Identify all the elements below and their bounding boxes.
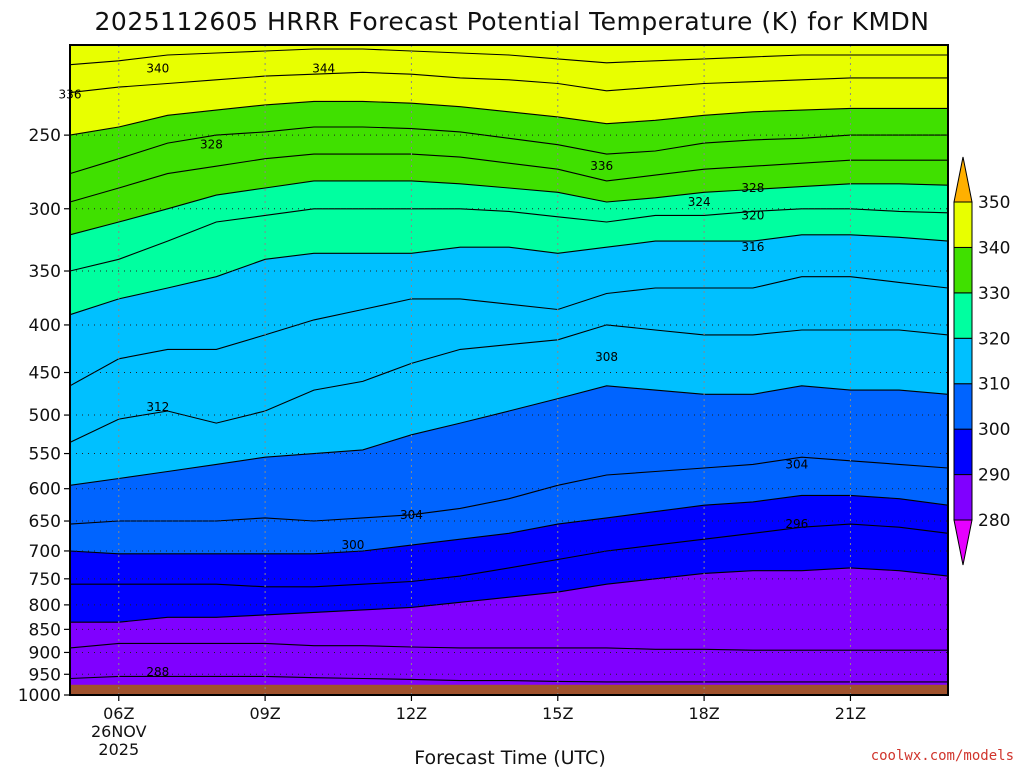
isentrope-lines — [69, 48, 949, 683]
isentrope-316 — [69, 276, 949, 387]
site-credit[interactable]: coolwx.com/models — [871, 748, 1014, 764]
plot-frame — [69, 44, 949, 696]
colorbar-tick-340: 340 — [978, 238, 1010, 258]
x-date-line-1: 2025 — [98, 740, 139, 759]
isentrope-282 — [69, 675, 948, 683]
colorbar-segment-280 — [953, 474, 973, 521]
x-tick-label-06Z: 06Z — [103, 704, 134, 723]
contour-label-7: 320 — [741, 208, 764, 222]
colorbar-segment-310 — [953, 337, 973, 385]
y-tick-label-800: 800 — [29, 596, 61, 616]
contour-labels: 340 3443363283363283243203163083123043042… — [59, 62, 809, 680]
isentrope-320 — [69, 234, 949, 316]
isentrope-348 — [69, 48, 948, 66]
contour-label-11: 304 — [785, 457, 808, 471]
x-tick-label-21Z: 21Z — [835, 704, 866, 723]
y-tick-label-250: 250 — [29, 126, 61, 146]
y-tick-label-450: 450 — [29, 364, 61, 384]
isentrope-295 — [70, 523, 949, 588]
contour-label-13: 296 — [785, 517, 808, 531]
isentrope-304 — [69, 456, 949, 525]
colorbar-segment-300 — [953, 383, 973, 430]
isentrope-344 — [69, 71, 948, 94]
y-tick-label-900: 900 — [29, 643, 61, 663]
colorbar-tick-300: 300 — [978, 420, 1010, 440]
y-tick-label-500: 500 — [29, 406, 61, 426]
colorbar-tick-290: 290 — [978, 466, 1010, 486]
y-tick-label-400: 400 — [29, 316, 61, 336]
x-tick-label-15Z: 15Z — [542, 704, 573, 723]
colorbar-segment-290 — [953, 428, 973, 476]
y-tick-label-750: 750 — [29, 570, 61, 590]
chart-title: 2025112605 HRRR Forecast Potential Tempe… — [95, 7, 930, 36]
colorbar-tick-320: 320 — [978, 329, 1010, 349]
isentrope-312 — [69, 324, 949, 443]
isentrope-328 — [69, 180, 949, 236]
y-tick-label-1000: 1000 — [18, 686, 61, 706]
contour-label-6: 324 — [688, 195, 711, 209]
y-tick-label-850: 850 — [29, 620, 61, 640]
contour-label-3: 328 — [200, 138, 223, 152]
colorbar-tick-310: 310 — [978, 375, 1010, 395]
y-tick-label-350: 350 — [29, 262, 61, 282]
contour-label-9: 308 — [595, 350, 618, 364]
contour-label-1: 344 — [312, 62, 335, 76]
isentrope-332 — [69, 153, 948, 203]
x-date-line-0: 26NOV — [91, 722, 147, 741]
isentrope-324 — [69, 208, 949, 272]
contour-label-0: 340 — [146, 62, 169, 76]
contour-label-15: 288 — [146, 665, 169, 679]
ground-surface — [70, 684, 948, 695]
isentrope-286 — [69, 642, 948, 651]
x-tick-label-12Z: 12Z — [396, 704, 427, 723]
isentrope-300 — [69, 494, 949, 555]
colorbar-max-arrow — [953, 156, 973, 203]
isentrope-308 — [69, 385, 949, 486]
x-tick-label-09Z: 09Z — [249, 704, 280, 723]
y-tick-label-700: 700 — [29, 542, 61, 562]
x-tick-label-18Z: 18Z — [688, 704, 719, 723]
colorbar-segment-320 — [953, 292, 973, 339]
colorbar-segment-330 — [953, 246, 973, 294]
y-tick-label-300: 300 — [29, 200, 61, 220]
colorbar-tick-330: 330 — [978, 284, 1010, 304]
colorbar-segment-340 — [953, 201, 973, 248]
y-tick-label-650: 650 — [29, 512, 61, 532]
colorbar: 280 290 300 310 320 330 340 350 — [953, 156, 1010, 566]
isentrope-340 — [69, 100, 948, 136]
colorbar-tick-350: 350 — [978, 193, 1010, 213]
colorbar-tick-280: 280 — [978, 511, 1010, 531]
isentrope-290 — [70, 567, 949, 623]
isentrope-336 — [69, 126, 948, 175]
contour-label-12: 304 — [400, 508, 423, 522]
y-tick-label-550: 550 — [29, 445, 61, 465]
y-tick-label-600: 600 — [29, 480, 61, 500]
grid-lines — [70, 45, 948, 696]
contour-label-4: 336 — [590, 159, 613, 173]
colorbar-min-arrow — [953, 519, 973, 566]
y-tick-label-950: 950 — [29, 665, 61, 685]
contour-label-10: 312 — [146, 400, 169, 414]
contour-label-8: 316 — [741, 240, 764, 254]
y-axis: 250 300 350 400 450 500 550 600 650 700 750 800 850 9… — [18, 126, 70, 706]
x-axis-label: Forecast Time (UTC) — [414, 747, 605, 768]
contour-label-5: 328 — [741, 181, 764, 195]
contour-label-14: 300 — [341, 538, 364, 552]
